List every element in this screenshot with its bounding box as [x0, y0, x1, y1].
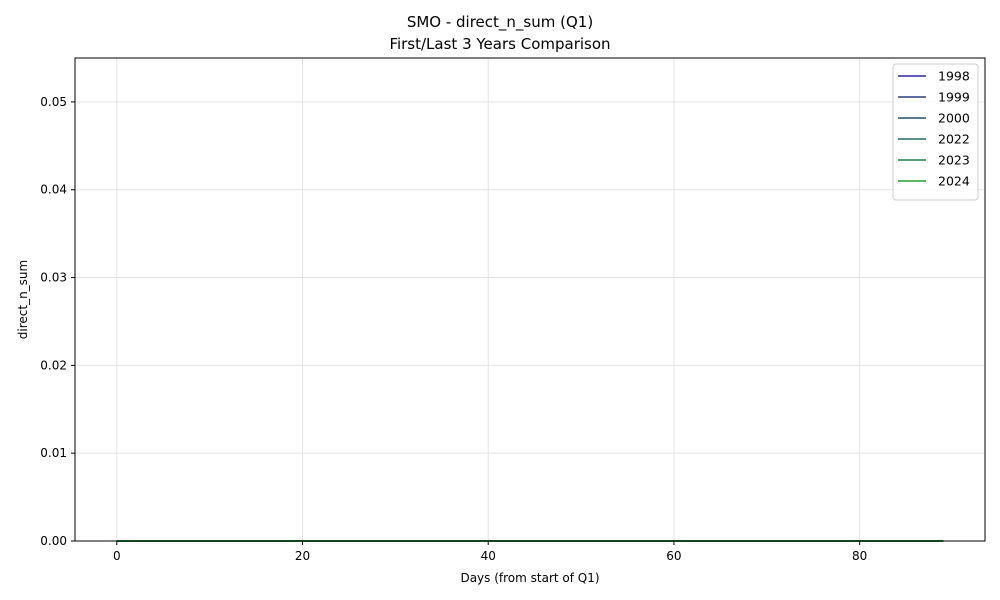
y-tick-label: 0.05 — [40, 95, 67, 109]
legend-label-1998: 1998 — [938, 69, 970, 84]
legend: 1998 1999 2000 2022 2023 2024 — [892, 63, 979, 201]
chart-subtitle: First/Last 3 Years Comparison — [389, 35, 611, 53]
y-tick-label: 0.04 — [40, 183, 67, 197]
legend-label-2022: 2022 — [938, 132, 970, 147]
x-tick-label: 40 — [481, 549, 496, 563]
legend-box — [892, 63, 979, 201]
x-tick-label: 80 — [852, 549, 867, 563]
x-tick-label: 0 — [113, 549, 121, 563]
x-axis-label: Days (from start of Q1) — [460, 571, 599, 585]
axis-ticks: 0 20 40 60 80 0.00 0.01 0.02 0.03 0.04 0.05 — [40, 95, 867, 563]
y-tick-label: 0.03 — [40, 271, 67, 285]
y-tick-label: 0.00 — [40, 534, 67, 548]
x-tick-label: 20 — [295, 549, 310, 563]
plot-area — [74, 57, 986, 542]
y-axis-label: direct_n_sum — [16, 260, 30, 339]
x-tick-label: 60 — [666, 549, 681, 563]
legend-label-2024: 2024 — [938, 174, 970, 189]
legend-label-2000: 2000 — [938, 111, 970, 126]
legend-label-2023: 2023 — [938, 153, 970, 168]
grid-lines — [75, 58, 985, 542]
chart-title: SMO - direct_n_sum (Q1) — [406, 13, 594, 31]
y-tick-label: 0.01 — [40, 446, 67, 460]
legend-label-1999: 1999 — [938, 90, 970, 105]
y-tick-label: 0.02 — [40, 358, 67, 372]
